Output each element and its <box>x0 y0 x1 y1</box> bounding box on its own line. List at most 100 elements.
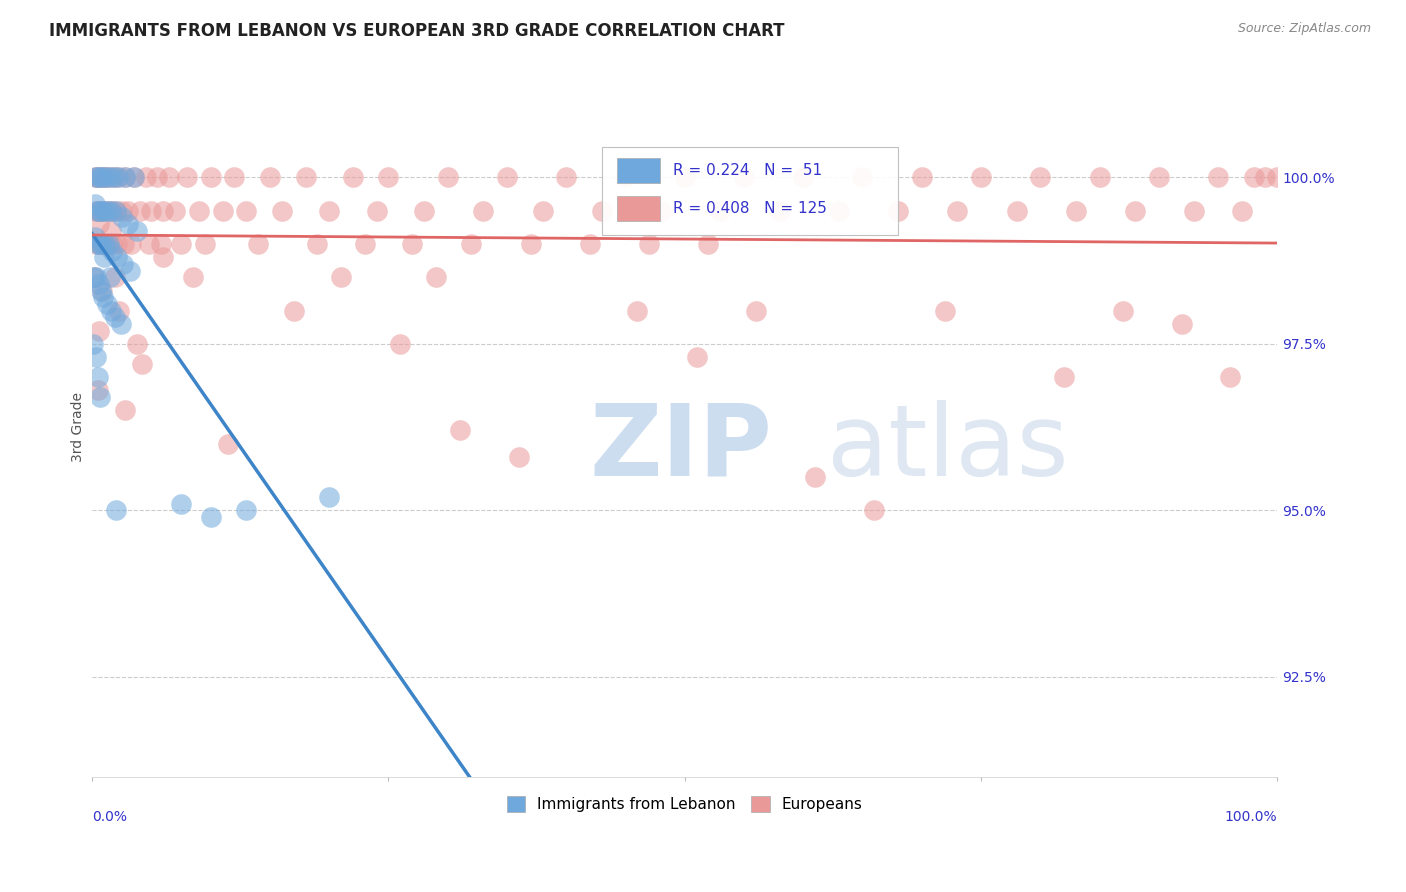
Point <box>93 236 115 251</box>
Point <box>745 303 768 318</box>
Point <box>294 170 316 185</box>
Point <box>851 170 873 185</box>
Point <box>90 236 112 251</box>
Point <box>98 170 121 185</box>
Point <box>104 310 127 325</box>
Point <box>224 170 246 185</box>
Point <box>100 203 122 218</box>
FancyBboxPatch shape <box>617 195 659 221</box>
Point <box>97 236 120 251</box>
Point <box>138 236 160 251</box>
Point <box>104 203 127 218</box>
Point <box>101 203 124 218</box>
Point <box>97 203 120 218</box>
Point <box>1265 170 1288 185</box>
Point <box>89 324 111 338</box>
Point <box>83 170 105 185</box>
Point <box>111 257 134 271</box>
Point <box>84 350 107 364</box>
Point <box>1064 203 1087 218</box>
Point <box>508 450 530 464</box>
Point <box>152 203 174 218</box>
Point <box>120 263 142 277</box>
Point <box>247 236 270 251</box>
Point <box>110 317 132 331</box>
Point <box>1219 370 1241 384</box>
Point <box>100 303 122 318</box>
Point <box>105 250 128 264</box>
Point <box>318 490 340 504</box>
Point <box>104 270 127 285</box>
Point <box>98 170 121 185</box>
Point <box>105 236 128 251</box>
Point <box>353 236 375 251</box>
Point <box>127 336 149 351</box>
Text: IMMIGRANTS FROM LEBANON VS EUROPEAN 3RD GRADE CORRELATION CHART: IMMIGRANTS FROM LEBANON VS EUROPEAN 3RD … <box>49 22 785 40</box>
Point <box>270 203 292 218</box>
Point <box>87 277 110 291</box>
Point <box>934 303 956 318</box>
Point <box>366 203 388 218</box>
Point <box>211 203 233 218</box>
Point <box>1112 303 1135 318</box>
Point <box>96 297 118 311</box>
Point <box>170 497 193 511</box>
Point <box>94 236 117 251</box>
Point <box>107 170 129 185</box>
Point <box>120 236 142 251</box>
Point <box>87 170 110 185</box>
Point <box>176 170 198 185</box>
Point <box>181 270 204 285</box>
Point <box>114 403 136 417</box>
Point <box>93 203 115 218</box>
Point <box>685 350 707 364</box>
Point <box>697 236 720 251</box>
Point <box>83 270 105 285</box>
Point <box>93 170 115 185</box>
Legend: Immigrants from Lebanon, Europeans: Immigrants from Lebanon, Europeans <box>501 790 869 818</box>
Point <box>165 203 187 218</box>
Point <box>638 236 661 251</box>
Point <box>307 236 329 251</box>
Point <box>82 336 104 351</box>
Point <box>1053 370 1076 384</box>
Point <box>1171 317 1194 331</box>
Point <box>170 236 193 251</box>
Point <box>555 170 578 185</box>
Point <box>1123 203 1146 218</box>
Text: 0.0%: 0.0% <box>93 810 127 824</box>
Point <box>146 170 169 185</box>
Point <box>114 170 136 185</box>
Point <box>194 236 217 251</box>
Text: 100.0%: 100.0% <box>1225 810 1277 824</box>
Point <box>496 170 519 185</box>
Point <box>768 203 790 218</box>
Y-axis label: 3rd Grade: 3rd Grade <box>72 392 86 462</box>
Text: atlas: atlas <box>827 400 1069 497</box>
Point <box>86 170 108 185</box>
Point <box>97 236 120 251</box>
Point <box>87 217 110 231</box>
Point <box>86 203 108 218</box>
Text: Source: ZipAtlas.com: Source: ZipAtlas.com <box>1237 22 1371 36</box>
Text: R = 0.408   N = 125: R = 0.408 N = 125 <box>673 201 827 216</box>
Point <box>733 170 755 185</box>
Point <box>96 170 118 185</box>
Point <box>330 270 353 285</box>
Point <box>89 170 111 185</box>
Point <box>531 203 554 218</box>
Point <box>93 250 115 264</box>
Point <box>107 170 129 185</box>
Point <box>111 211 134 225</box>
Point <box>86 236 108 251</box>
Point <box>90 284 112 298</box>
Point <box>804 470 827 484</box>
Point <box>149 236 172 251</box>
Point <box>117 203 139 218</box>
Point <box>86 384 108 398</box>
Point <box>86 236 108 251</box>
Point <box>157 170 180 185</box>
Point <box>98 270 121 285</box>
Point <box>103 170 125 185</box>
Point <box>152 250 174 264</box>
